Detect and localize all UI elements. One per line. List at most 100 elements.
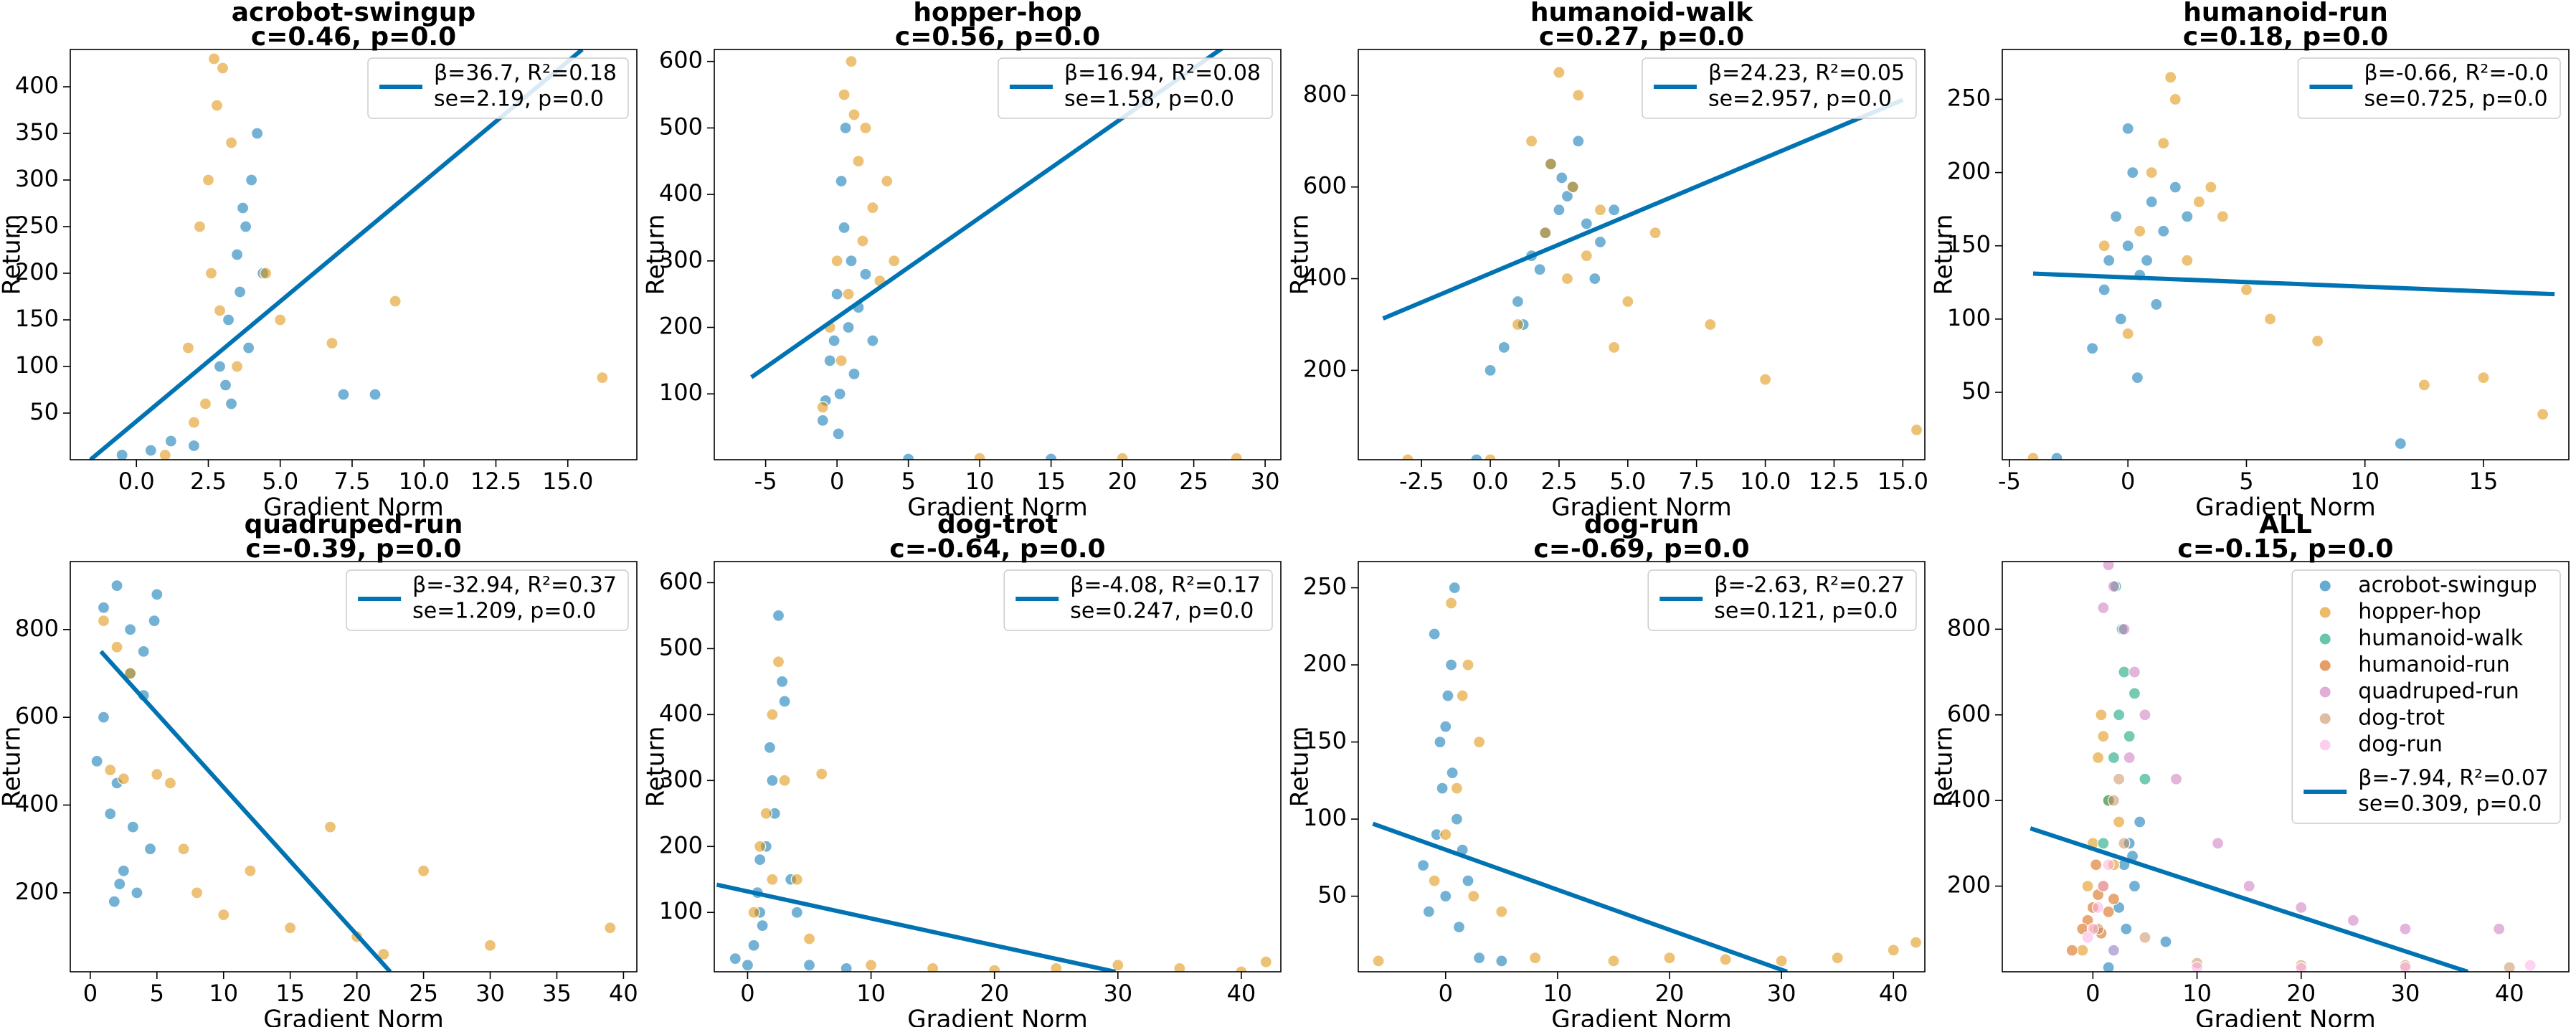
point <box>1649 227 1662 240</box>
y-tick-label: 50 <box>29 398 59 425</box>
x-tick-label: 15 <box>1036 468 1066 495</box>
plot-area <box>716 609 1272 972</box>
point <box>866 334 879 347</box>
plot-area <box>2030 562 2537 972</box>
point <box>1444 597 1458 610</box>
point <box>2394 437 2407 450</box>
point <box>1448 581 1461 595</box>
x-tick-label: 15 <box>2469 468 2499 495</box>
axes-frame <box>714 49 1282 460</box>
point <box>1529 952 1542 965</box>
point <box>1580 249 1593 262</box>
y-tick-label: 200 <box>659 313 703 340</box>
point <box>2205 181 2217 194</box>
point <box>866 202 879 214</box>
x-tick-label: 20 <box>1108 468 1137 495</box>
point <box>2399 961 2412 972</box>
plot-area <box>89 49 609 460</box>
legend-label: se=0.247, p=0.0 <box>1070 599 1254 624</box>
legend-label: quadruped-run <box>2358 679 2519 704</box>
x-tick-label: 0 <box>1439 980 1453 1007</box>
y-tick-label: 500 <box>659 113 703 140</box>
point <box>2181 254 2194 267</box>
x-tick-label: 10 <box>2350 468 2380 495</box>
point <box>213 304 227 317</box>
y-tick-label: 100 <box>1947 304 1991 331</box>
point <box>815 767 828 780</box>
point <box>199 397 212 410</box>
legend-label: acrobot-swingup <box>2358 573 2537 598</box>
point <box>164 777 177 790</box>
legend-marker <box>2319 606 2331 619</box>
point <box>2169 181 2182 194</box>
point <box>2086 342 2099 355</box>
point <box>230 360 244 373</box>
point <box>759 807 772 820</box>
point <box>124 623 137 636</box>
point <box>187 439 201 453</box>
point <box>1441 689 1454 702</box>
point <box>2126 166 2139 179</box>
y-axis-label: Return <box>1930 727 1959 808</box>
x-axis-label: Gradient Norm <box>907 1005 1088 1027</box>
point <box>754 840 767 853</box>
point <box>1511 295 1525 308</box>
point <box>2493 922 2506 935</box>
point <box>284 922 297 934</box>
point <box>233 285 247 298</box>
legend-label: β=-4.08, R²=0.17 <box>1070 573 1261 598</box>
x-tick-label: -2.5 <box>1399 468 1444 495</box>
point <box>2107 794 2120 807</box>
point <box>2097 837 2110 850</box>
point <box>369 388 382 401</box>
y-tick-label: 200 <box>1303 650 1347 677</box>
point <box>2192 195 2205 209</box>
legend-marker <box>2319 739 2331 752</box>
y-tick-label: 300 <box>659 765 703 792</box>
point <box>2169 93 2182 106</box>
point <box>802 959 816 972</box>
y-tick-label: 400 <box>1947 785 1991 813</box>
point <box>1497 341 1510 354</box>
point <box>2065 944 2078 957</box>
y-tick-label: 400 <box>659 699 703 727</box>
point <box>823 354 836 367</box>
y-tick-label: 200 <box>1947 158 1991 185</box>
point <box>1484 453 1497 460</box>
x-tick-label: -5 <box>754 468 777 495</box>
subplot-title: dog-trot <box>937 510 1058 539</box>
point <box>1572 89 1585 102</box>
x-tick-label: 10.0 <box>399 468 450 495</box>
point <box>1439 720 1452 733</box>
point <box>1663 952 1676 965</box>
axes-frame <box>70 49 638 460</box>
legend-frame <box>998 57 1273 119</box>
point <box>902 453 915 460</box>
point <box>2076 944 2089 957</box>
point <box>2113 709 2126 721</box>
subplot-subtitle: c=-0.69, p=0.0 <box>1533 534 1749 564</box>
y-tick-label: 600 <box>659 47 703 74</box>
point <box>2164 71 2177 84</box>
point <box>856 235 869 247</box>
point <box>845 255 858 268</box>
axes-frame <box>2002 561 2570 972</box>
point <box>2090 858 2103 871</box>
point <box>859 121 872 134</box>
point <box>2537 408 2549 421</box>
x-tick-label: 40 <box>1879 980 1908 1007</box>
point <box>778 774 791 787</box>
point <box>2114 313 2127 326</box>
point <box>143 843 157 856</box>
point <box>833 387 846 400</box>
point <box>326 336 338 350</box>
point <box>2107 580 2120 593</box>
x-tick-label: 0 <box>740 980 754 1007</box>
x-tick-label: 20 <box>1655 980 1685 1007</box>
legend-marker <box>2319 686 2331 699</box>
point <box>337 388 350 401</box>
point <box>1484 364 1497 377</box>
